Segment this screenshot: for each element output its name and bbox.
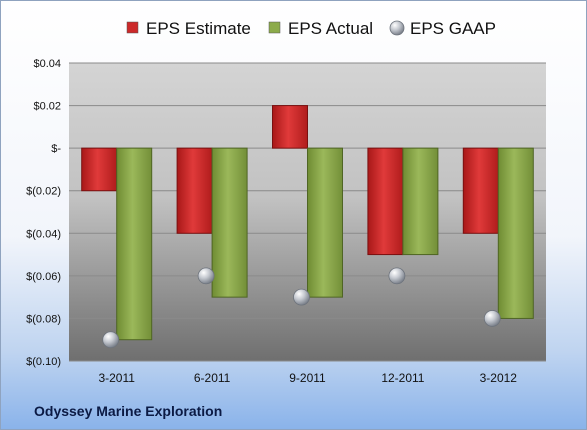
legend-label: EPS Actual — [288, 19, 373, 38]
eps-estimate-bar — [81, 147, 118, 192]
y-tick-label: $(0.06) — [26, 271, 61, 283]
legend-label: EPS GAAP — [410, 19, 496, 38]
legend-swatch — [126, 21, 139, 34]
eps-gaap-point — [483, 310, 501, 327]
y-tick-label: $(0.02) — [26, 186, 61, 198]
x-tick-label: 9-2011 — [289, 371, 326, 385]
eps-estimate-bar — [462, 147, 499, 234]
eps-actual-bar — [307, 147, 343, 298]
legend-swatch — [389, 20, 405, 36]
eps-estimate-bar — [176, 147, 213, 234]
eps-gaap-point — [102, 331, 120, 349]
eps-estimate-bar — [367, 147, 404, 256]
legend-label: EPS Estimate — [146, 19, 251, 38]
company-name: Odyssey Marine Exploration — [34, 403, 223, 419]
y-tick-label: $(0.10) — [26, 356, 61, 368]
eps-actual-bar — [116, 147, 153, 341]
y-tick-label: $(0.04) — [26, 228, 61, 240]
y-tick-label: $- — [51, 143, 61, 155]
eps-gaap-point — [293, 288, 310, 306]
legend: EPS Estimate EPS Actual EPS GAAP — [126, 19, 496, 38]
y-tick-label: $0.02 — [33, 101, 61, 113]
gaap-points — [102, 267, 501, 349]
eps-actual-bar — [211, 147, 248, 298]
bars — [81, 105, 534, 341]
legend-swatch — [268, 21, 281, 34]
x-tick-label: 3-2011 — [98, 371, 135, 385]
x-tick-label: 6-2011 — [194, 371, 231, 385]
x-tick-label: 12-2011 — [381, 371, 424, 385]
y-axis: $0.04 $0.02 $- $(0.02) $(0.04) $(0.06) $(0.08)… — [26, 58, 61, 368]
eps-estimate-bar — [272, 105, 308, 149]
y-tick-label: $(0.08) — [26, 313, 61, 325]
eps-actual-bar — [497, 147, 534, 319]
x-axis: 3-2011 6-2011 9-2011 12-2011 3-2012 — [98, 371, 517, 385]
y-tick-label: $0.04 — [33, 58, 61, 70]
x-tick-label: 3-2012 — [480, 371, 518, 385]
eps-gaap-point — [197, 267, 215, 285]
eps-actual-bar — [402, 147, 439, 256]
eps-gaap-point — [388, 267, 406, 285]
